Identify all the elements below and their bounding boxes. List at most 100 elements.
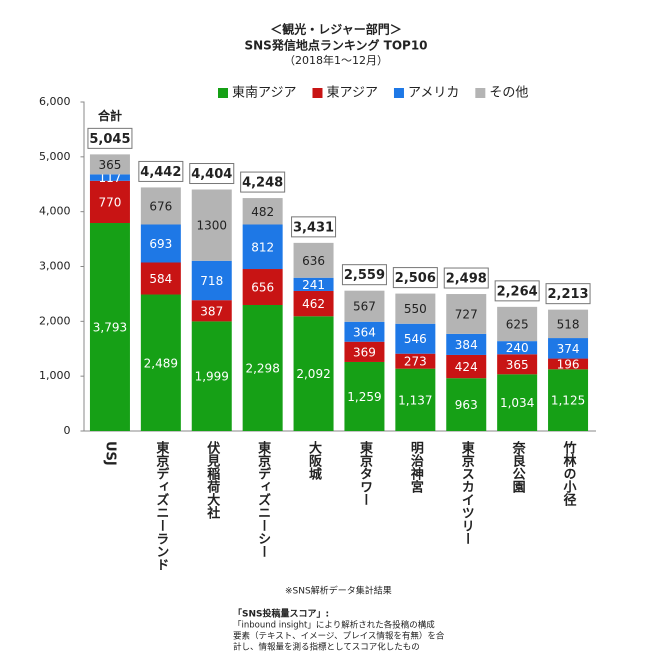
data-label: 462 [302, 297, 325, 311]
bar-segment [293, 277, 334, 291]
total-label: 3,431 [293, 220, 334, 235]
bar-segment [446, 378, 487, 431]
bar-segment [446, 294, 487, 334]
x-tick-label: 東京ディズニーランド [153, 440, 169, 571]
bar-segment [497, 374, 538, 431]
total-box [494, 280, 540, 302]
x-tick-label: 奈良公園 [510, 440, 527, 494]
y-tick-label: 0 [64, 424, 71, 437]
bar-segment [89, 223, 130, 431]
data-label: 1,259 [347, 390, 381, 404]
data-label: 241 [302, 278, 325, 292]
bar-segment [140, 187, 181, 225]
data-label: 424 [455, 360, 478, 374]
data-label: 240 [506, 341, 529, 355]
bar-segment [548, 369, 589, 431]
total-label: 2,498 [446, 272, 487, 287]
total-label: 2,213 [547, 287, 588, 302]
legend-label: アメリカ [408, 86, 459, 101]
bar-segment [293, 316, 334, 431]
bar-segment [191, 300, 232, 322]
bar-segment [242, 224, 283, 270]
data-label: 625 [506, 317, 529, 331]
bar-segment [497, 354, 538, 375]
bar-segment [548, 358, 589, 370]
total-box [138, 160, 184, 182]
bar-segment [344, 341, 385, 362]
data-label: 963 [455, 398, 478, 412]
data-label: 584 [149, 272, 172, 286]
total-label: 4,248 [242, 176, 283, 191]
data-label: 387 [200, 304, 223, 318]
bar-segment [191, 321, 232, 431]
x-tick-label: 伏見稲荷大社 [204, 440, 221, 519]
y-tick-label: 2,000 [39, 314, 71, 327]
bar-segment [89, 180, 130, 224]
x-tick-label: 竹林の小径 [561, 440, 578, 507]
bar-segment [344, 321, 385, 342]
data-label: 727 [455, 307, 478, 321]
data-label: 196 [557, 357, 580, 371]
total-box [341, 264, 387, 286]
bar-segment [140, 262, 181, 295]
bar-segment [446, 333, 487, 355]
x-tick-label: 東京スカイツリー [459, 440, 475, 545]
legend-swatch [393, 88, 404, 98]
data-label: 374 [557, 342, 580, 356]
bar-segment [446, 354, 487, 379]
legend-swatch [475, 88, 486, 98]
bar-segment [293, 242, 334, 278]
legend-label: 東南アジア [232, 85, 296, 101]
data-label: 2,298 [245, 361, 279, 375]
data-label: 365 [98, 158, 121, 172]
bar-segment [140, 224, 181, 263]
total-label: 2,264 [497, 284, 538, 299]
bar-segment [242, 304, 283, 431]
legend-swatch [312, 88, 323, 98]
x-tick-label: USJ [102, 441, 117, 466]
total-box [291, 216, 337, 238]
total-label: 5,045 [89, 132, 130, 147]
bar-segment [497, 341, 538, 355]
bar-segment [140, 294, 181, 431]
bar-segment [344, 290, 385, 322]
total-label: 4,442 [140, 165, 181, 180]
bar-segment [395, 368, 436, 431]
legend-swatch [218, 88, 228, 98]
total-box [87, 127, 133, 149]
bar-segment [395, 323, 436, 354]
data-label: 550 [404, 302, 427, 316]
note-line: 要素（テキスト、イメージ、プレイス情報を有無）を合 [233, 631, 445, 642]
chart-subtitle: SNS発信地点ランキング TOP10 [244, 38, 427, 53]
bar-segment [242, 198, 283, 225]
data-label: 117 [98, 171, 121, 185]
total-box [443, 267, 489, 289]
data-label: 656 [251, 281, 274, 295]
bar-segment [344, 361, 385, 431]
bar-segment [395, 353, 436, 369]
x-tick-label: 東京ディズニーシー [255, 440, 271, 558]
data-label: 546 [404, 332, 427, 346]
data-label: 636 [302, 254, 325, 268]
total-label: 2,559 [344, 268, 385, 283]
y-tick-label: 3,000 [39, 260, 71, 273]
data-label: 364 [353, 325, 376, 339]
total-box [392, 267, 438, 289]
y-tick-label: 5,000 [39, 150, 71, 163]
data-label: 770 [98, 195, 121, 209]
data-label: 1,034 [500, 396, 534, 410]
chart-title: ＜観光・レジャー部門＞ [270, 22, 401, 37]
y-tick-label: 1,000 [39, 369, 71, 382]
chart-period: （2018年1～12月） [284, 53, 388, 67]
data-label: 1300 [196, 219, 227, 233]
data-label: 2,092 [296, 367, 330, 381]
data-label: 1,137 [398, 393, 432, 407]
note-line: 計し、情報量を測る指標としてスコア化したもの [233, 642, 420, 653]
data-label: 718 [200, 274, 223, 288]
bar-segment [89, 174, 130, 181]
total-box [240, 171, 286, 193]
data-label: 567 [353, 300, 376, 314]
note-line: 「SNS投稿量スコア」: [233, 608, 329, 620]
y-tick-label: 6,000 [39, 95, 71, 108]
data-label: 369 [353, 345, 376, 359]
